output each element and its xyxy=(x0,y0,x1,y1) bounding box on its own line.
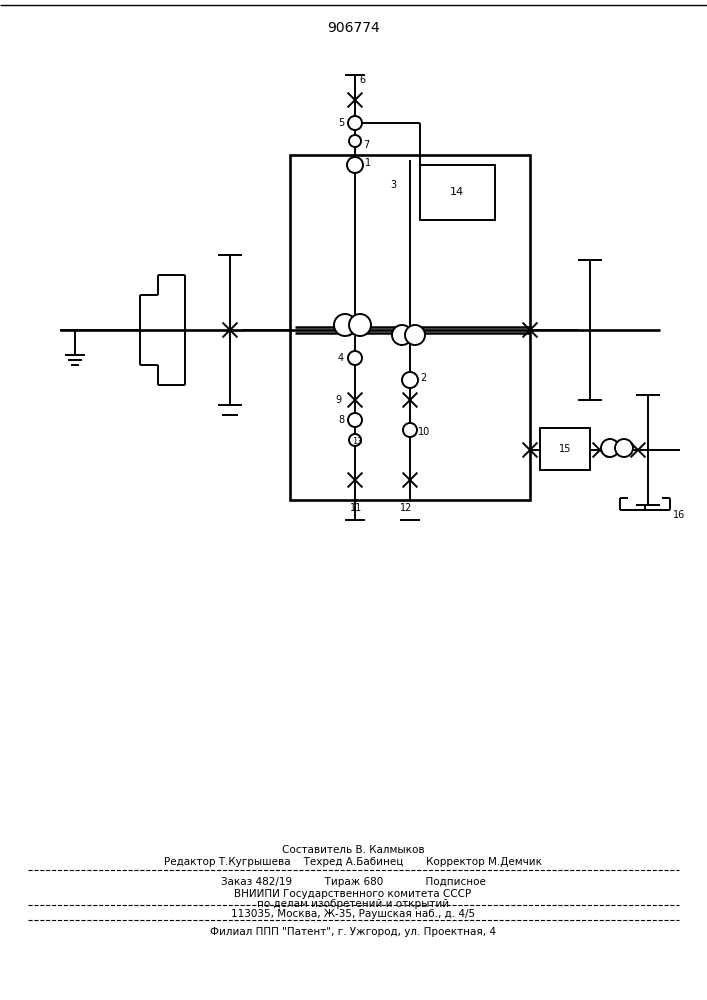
Text: 4: 4 xyxy=(338,353,344,363)
Text: 10: 10 xyxy=(418,427,431,437)
Text: 11: 11 xyxy=(350,503,362,513)
Text: по делам изобретений и открытий: по делам изобретений и открытий xyxy=(257,899,449,909)
Circle shape xyxy=(405,325,425,345)
Text: Составитель В. Калмыков: Составитель В. Калмыков xyxy=(281,845,424,855)
Circle shape xyxy=(349,314,371,336)
Text: 14: 14 xyxy=(450,187,464,197)
Text: 8: 8 xyxy=(338,415,344,425)
Circle shape xyxy=(601,439,619,457)
Circle shape xyxy=(347,157,363,173)
Text: 16: 16 xyxy=(673,510,685,520)
Circle shape xyxy=(392,325,412,345)
Text: 113035, Москва, Ж-35, Раушская наб., д. 4/5: 113035, Москва, Ж-35, Раушская наб., д. … xyxy=(231,909,475,919)
Circle shape xyxy=(348,116,362,130)
Text: 15: 15 xyxy=(559,444,571,454)
Text: 13: 13 xyxy=(352,438,363,446)
Circle shape xyxy=(349,135,361,147)
Circle shape xyxy=(615,439,633,457)
Circle shape xyxy=(402,372,418,388)
Text: 7: 7 xyxy=(363,140,369,150)
Text: 6: 6 xyxy=(359,75,365,85)
Bar xyxy=(420,165,495,220)
Text: 9: 9 xyxy=(335,395,341,405)
Circle shape xyxy=(349,434,361,446)
Bar xyxy=(540,428,590,470)
Text: 2: 2 xyxy=(420,373,426,383)
Text: 12: 12 xyxy=(400,503,412,513)
Circle shape xyxy=(403,423,417,437)
Circle shape xyxy=(334,314,356,336)
Text: Филиал ППП "Патент", г. Ужгород, ул. Проектная, 4: Филиал ППП "Патент", г. Ужгород, ул. Про… xyxy=(210,927,496,937)
Circle shape xyxy=(348,351,362,365)
Text: 1: 1 xyxy=(365,158,371,168)
Text: Редактор Т.Кугрышева    Техред А.Бабинец       Корректор М.Демчик: Редактор Т.Кугрышева Техред А.Бабинец Ко… xyxy=(164,857,542,867)
Circle shape xyxy=(348,413,362,427)
Text: 906774: 906774 xyxy=(327,21,380,35)
Bar xyxy=(290,155,530,500)
Text: 3: 3 xyxy=(390,180,396,190)
Text: 5: 5 xyxy=(338,118,344,128)
Text: ВНИИПИ Государственного комитета СССР: ВНИИПИ Государственного комитета СССР xyxy=(235,889,472,899)
Text: Заказ 482/19          Тираж 680             Подписное: Заказ 482/19 Тираж 680 Подписное xyxy=(221,877,486,887)
